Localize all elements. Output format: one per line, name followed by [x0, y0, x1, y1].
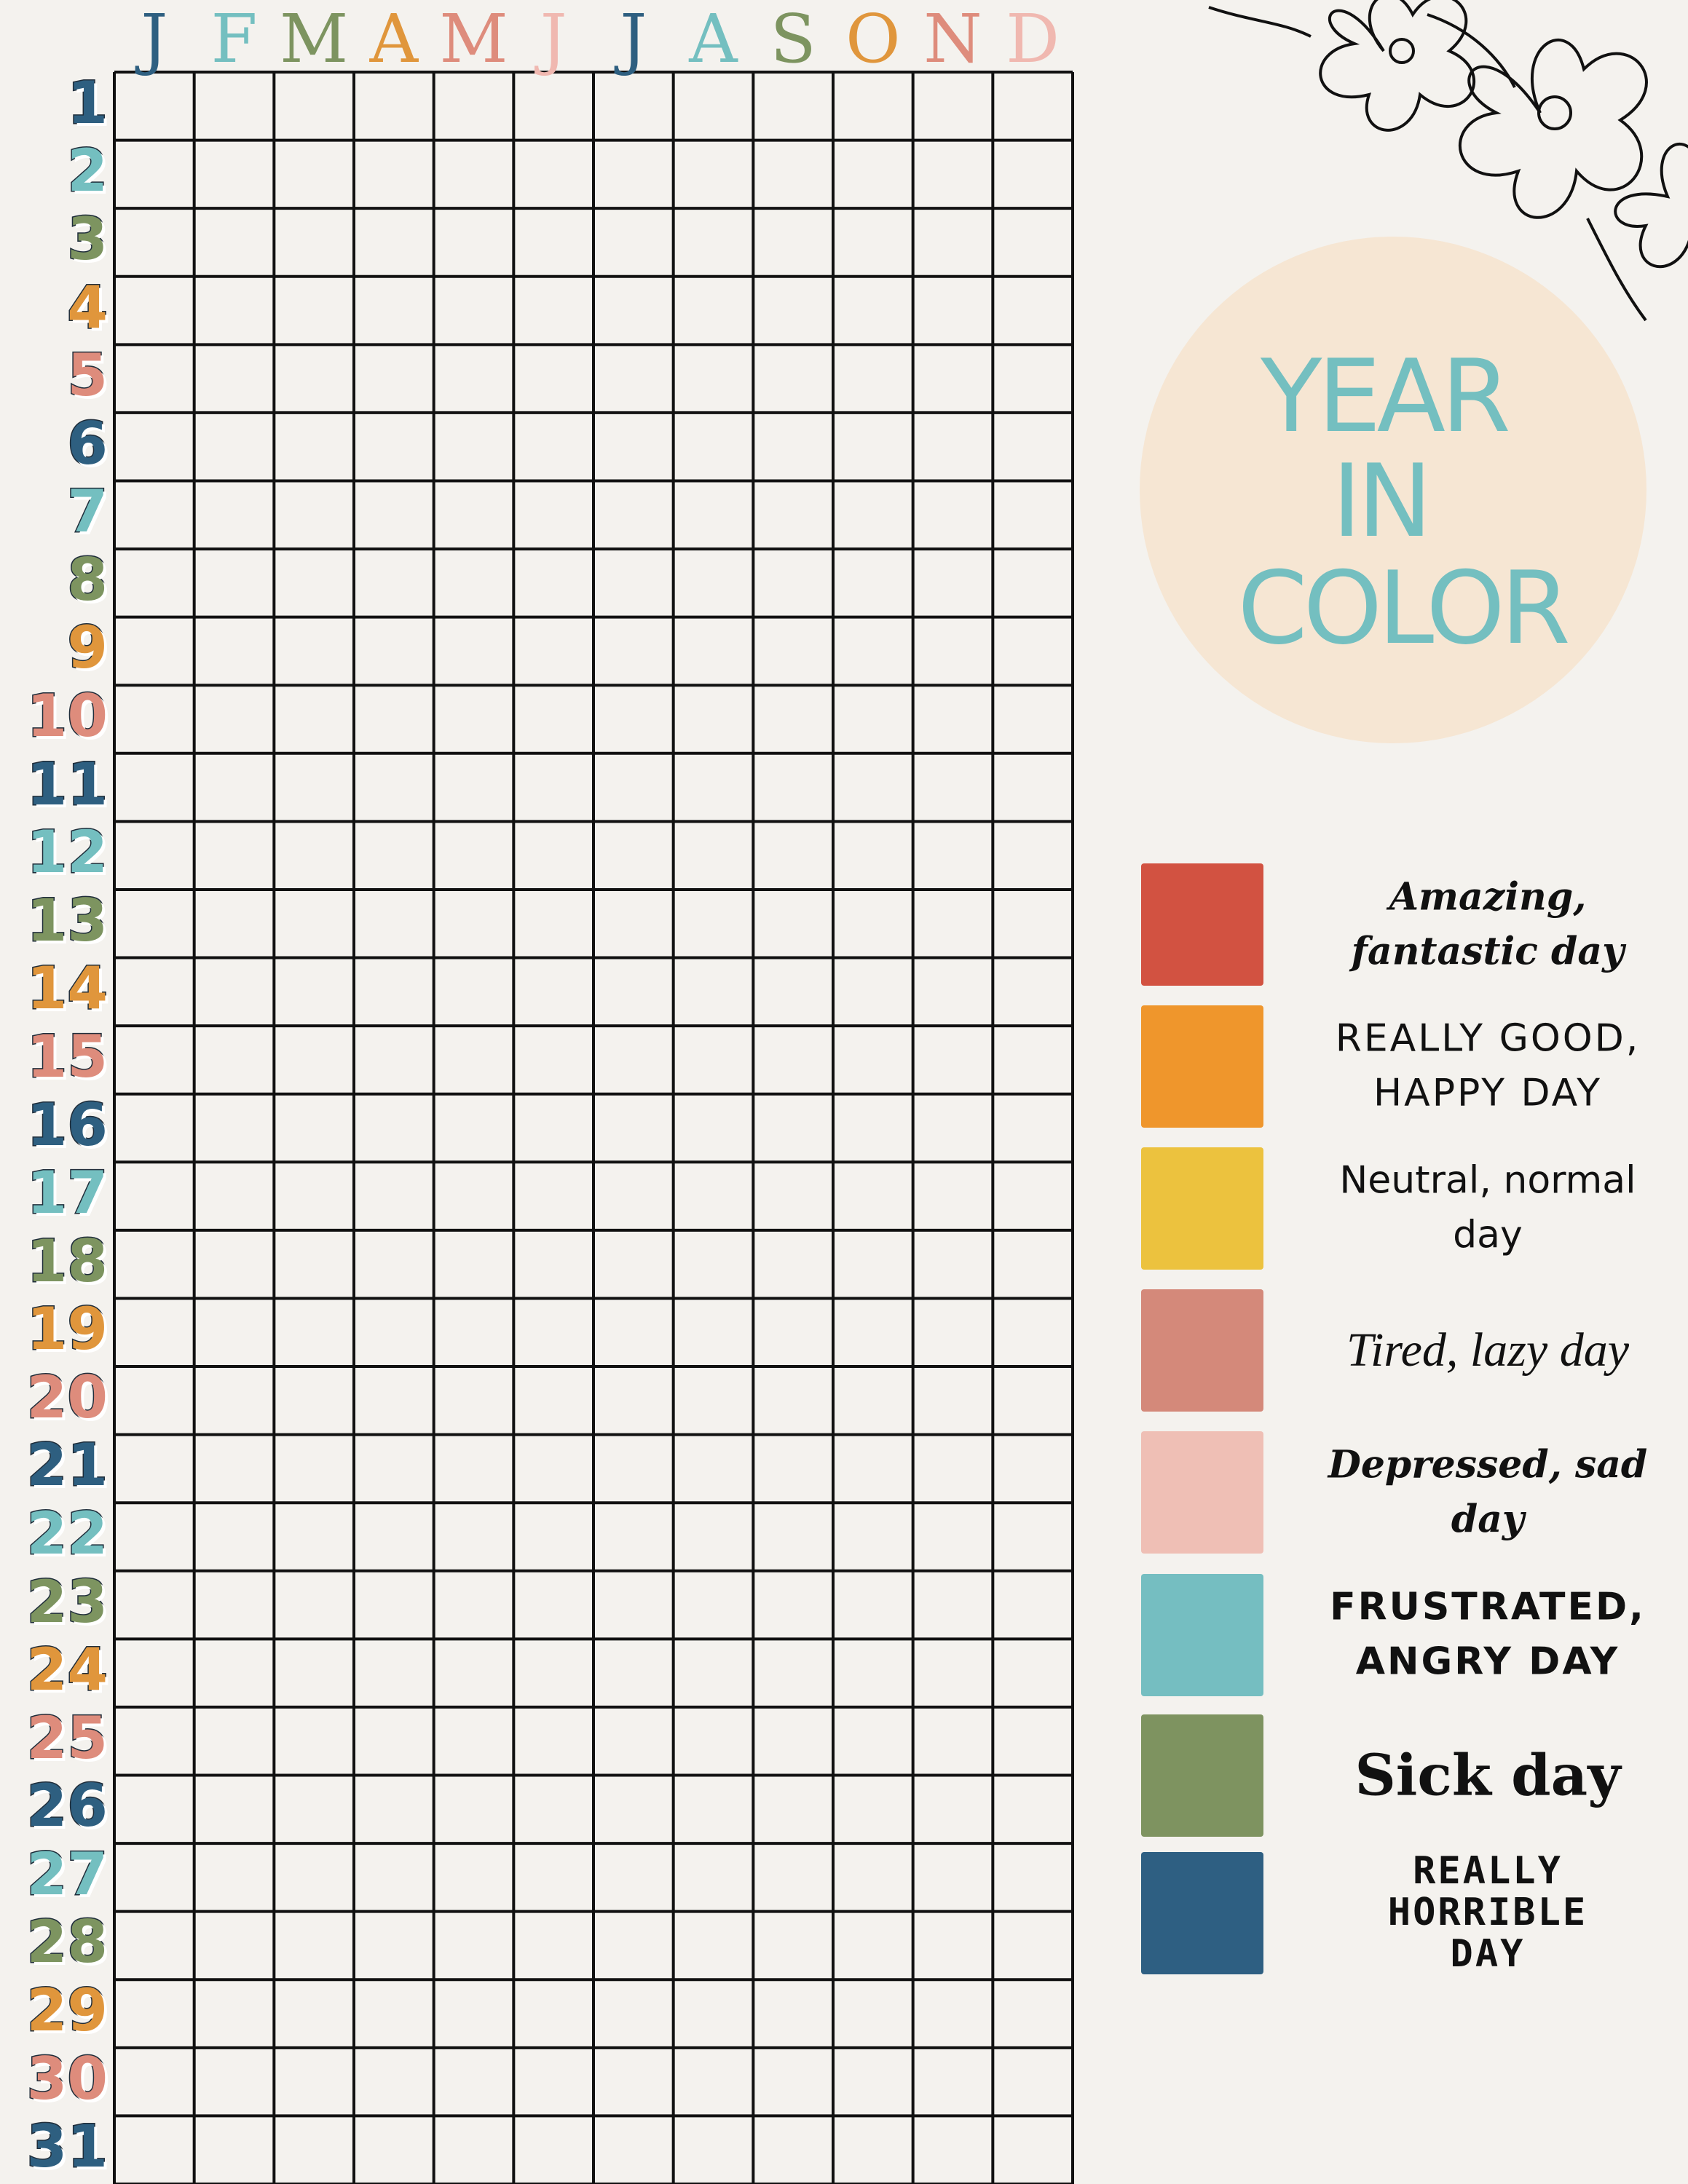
month-label: O [845, 0, 901, 78]
day-label: 29 [25, 1977, 109, 2045]
month-label: J [620, 0, 647, 78]
legend-label: Amazing, fantastic day [1351, 874, 1625, 974]
calendar-grid [113, 71, 1074, 2184]
day-label: 10 [25, 682, 109, 751]
day-label: 31 [25, 2113, 109, 2181]
day-label: 4 [66, 273, 109, 341]
month-label: N [923, 0, 982, 78]
month-label: S [770, 0, 816, 78]
legend-swatch [1141, 1289, 1263, 1412]
day-label: 2 [66, 137, 109, 205]
title-circle [1140, 237, 1646, 743]
month-label: M [439, 0, 508, 78]
month-label: D [1006, 0, 1060, 78]
day-label: 5 [66, 341, 109, 410]
flower-art [1208, 0, 1688, 322]
month-label: M [280, 0, 349, 78]
legend-label: FRUSTRATED, ANGRY DAY [1330, 1585, 1646, 1684]
day-label: 26 [25, 1772, 109, 1840]
month-label: J [141, 0, 168, 78]
day-label: 19 [25, 1295, 109, 1364]
day-label: 21 [25, 1431, 109, 1500]
day-label: 27 [25, 1840, 109, 1908]
day-label: 3 [66, 205, 109, 273]
day-label: 1 [66, 68, 109, 137]
legend-label: Sick day [1354, 1742, 1621, 1809]
legend-label: REALLY GOOD, HAPPY DAY [1335, 1016, 1641, 1115]
day-label: 11 [25, 750, 109, 818]
day-label: 15 [25, 1022, 109, 1091]
day-label: 17 [25, 1159, 109, 1227]
day-label: 18 [25, 1227, 109, 1295]
day-label: 16 [25, 1091, 109, 1159]
legend-label: Depressed, sad day [1328, 1442, 1648, 1542]
legend-swatch [1141, 1005, 1263, 1128]
day-label: 12 [25, 818, 109, 887]
day-label: 6 [66, 409, 109, 478]
month-label: A [689, 0, 738, 78]
month-label: A [369, 0, 419, 78]
month-label: J [540, 0, 567, 78]
legend-swatch [1141, 1431, 1263, 1554]
title-line: IN [1332, 443, 1432, 560]
day-label: 14 [25, 954, 109, 1023]
legend-swatch [1141, 1147, 1263, 1270]
day-label: 13 [25, 886, 109, 954]
day-label: 28 [25, 1908, 109, 1977]
title-line: YEAR [1261, 338, 1511, 455]
day-label: 22 [25, 1499, 109, 1567]
day-label: 20 [25, 1363, 109, 1431]
month-label: F [210, 0, 258, 78]
title-line: COLOR [1237, 550, 1570, 667]
legend-swatch [1141, 863, 1263, 986]
legend-swatch [1141, 1574, 1263, 1696]
day-label: 7 [66, 478, 109, 546]
day-label: 24 [25, 1636, 109, 1704]
day-label: 8 [66, 545, 109, 614]
day-label: 9 [66, 614, 109, 682]
legend-swatch [1141, 1714, 1263, 1837]
legend-label: Neutral, normal day [1339, 1158, 1636, 1257]
day-label: 23 [25, 1567, 109, 1636]
legend-label: REALLY HORRIBLE DAY [1387, 1849, 1588, 1977]
legend-swatch [1141, 1852, 1263, 1974]
day-label: 25 [25, 1704, 109, 1772]
legend-label: Tired, lazy day [1346, 1324, 1630, 1377]
day-label: 30 [25, 2044, 109, 2113]
